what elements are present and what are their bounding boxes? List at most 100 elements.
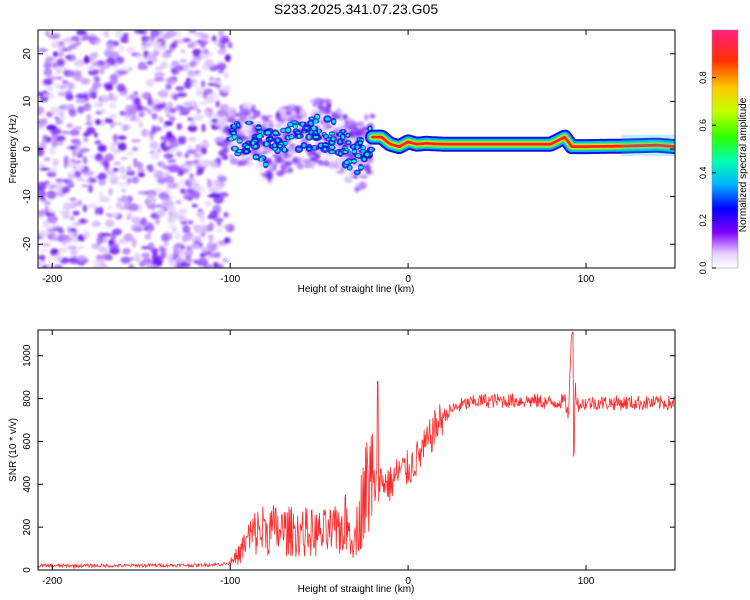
spectrogram-blob <box>131 216 141 224</box>
spectrogram-blob <box>90 53 98 59</box>
spectrogram-blob <box>312 102 318 107</box>
spectrogram-blob <box>165 82 172 91</box>
snr-y-tick-label: 0 <box>22 567 33 573</box>
spectrogram-y-axis: 20 10 0 -10 -20 <box>22 48 675 251</box>
spectrogram-blob <box>209 76 214 82</box>
spectrogram-blob <box>113 40 119 47</box>
spectrogram-blob <box>175 199 182 205</box>
spectrogram-blob <box>44 201 51 206</box>
spectrogram-blob <box>197 151 202 161</box>
spectrogram-blob <box>38 254 46 261</box>
spectrogram-blob <box>147 108 152 115</box>
spectrogram-blob-core <box>265 131 271 135</box>
spectrogram-blob <box>161 51 172 59</box>
spectrogram-blob <box>180 49 186 54</box>
spectrogram-blob <box>336 170 346 174</box>
spectrogram-blob <box>94 206 99 216</box>
spectrogram-blob <box>72 210 80 216</box>
spectrogram-blob-core <box>341 130 345 133</box>
spectrogram-blob <box>201 123 206 133</box>
spectrogram-blob <box>98 206 104 216</box>
spectrogram-blob <box>207 255 217 259</box>
spectrogram-blob <box>164 175 175 183</box>
spectrogram-blob-core <box>355 171 359 174</box>
spectrogram-blob <box>178 112 189 116</box>
spectrogram-blob <box>44 56 54 64</box>
spectrogram-blob <box>177 136 184 143</box>
spectrogram-blob <box>118 45 124 52</box>
spectrogram-blob <box>61 241 67 246</box>
spectrogram-blob <box>75 245 86 250</box>
spectrogram-blob <box>286 153 293 159</box>
spectrogram-blob <box>47 34 58 40</box>
spectrogram-blob <box>213 179 221 187</box>
spectrogram-blob <box>177 38 185 44</box>
spectrogram-x-tick-label: 0 <box>405 274 411 285</box>
spectrogram-blob-core <box>296 148 301 151</box>
colorbar-ticks: 0.0 0.2 0.4 0.6 0.8 <box>698 71 716 274</box>
spectrogram-blob <box>47 214 58 224</box>
spectrogram-blob <box>188 61 198 68</box>
spectrogram-blob <box>163 153 174 160</box>
colorbar-tick-label: 0.2 <box>698 214 708 227</box>
spectrogram-blob <box>112 133 118 143</box>
spectrogram-blob <box>82 204 88 213</box>
spectrogram-blob <box>93 132 98 138</box>
spectrogram-blob <box>42 264 48 268</box>
spectrogram-blob <box>57 91 69 97</box>
spectrogram-blob <box>47 92 54 99</box>
spectrogram-blob <box>75 98 86 104</box>
spectrogram-blob <box>149 131 154 141</box>
spectrogram-blob <box>107 205 113 210</box>
spectrogram-blob <box>90 40 96 45</box>
spectrogram-blob <box>168 205 176 212</box>
spectrogram-blob-core <box>305 127 309 130</box>
spectrogram-blob <box>285 117 294 122</box>
spectrogram-blob-core <box>256 134 262 139</box>
spectrogram-blob <box>222 258 229 263</box>
spectrogram-blob <box>192 186 203 192</box>
spectrogram-blob-core <box>231 131 236 135</box>
spectrogram-blob <box>323 159 330 167</box>
spectrogram-blob <box>155 218 160 225</box>
spectrogram-blob <box>369 113 376 119</box>
spectrogram-blob <box>196 235 202 244</box>
spectrogram-x-tick-label: -200 <box>42 274 62 285</box>
spectrogram-blob <box>331 164 339 169</box>
spectrogram-blob <box>214 251 221 259</box>
spectrogram-blob <box>92 264 104 268</box>
spectrogram-blob <box>192 48 202 56</box>
spectrogram-blob <box>193 159 199 164</box>
spectrogram-blob <box>196 210 205 218</box>
spectrogram-blob <box>355 182 363 189</box>
spectrogram-blob <box>326 103 332 108</box>
spectrogram-blob <box>82 230 90 239</box>
spectrogram-blob <box>137 64 149 71</box>
spectrogram-blob <box>257 146 266 152</box>
spectrogram-blob-core <box>362 157 366 161</box>
spectrogram-blob <box>175 151 183 158</box>
spectrogram-blob-core <box>244 150 249 153</box>
spectrogram-blob <box>192 103 199 111</box>
spectrogram-blob <box>120 175 128 179</box>
spectrogram-blob <box>102 253 112 261</box>
spectrogram-blob <box>65 93 74 101</box>
spectrogram-blob-core <box>310 131 313 134</box>
colorbar-tick-label: 0.8 <box>698 71 708 84</box>
spectrogram-blob <box>52 140 59 148</box>
spectrogram-blob-core <box>256 126 261 129</box>
spectrogram-blob <box>120 156 128 161</box>
spectrogram-blob <box>127 66 133 72</box>
spectrogram-blob <box>356 121 365 128</box>
spectrogram-blob-core <box>247 121 251 125</box>
spectrogram-blob <box>147 97 154 107</box>
spectrogram-blob-core <box>317 129 321 134</box>
spectrogram-blob <box>91 220 101 228</box>
spectrogram-blob <box>73 126 82 131</box>
spectrogram-blob <box>169 141 176 147</box>
spectrogram-blob-core <box>348 165 352 170</box>
spectrogram-blob <box>213 80 223 85</box>
spectrogram-blob <box>38 209 46 217</box>
spectrogram-blob <box>157 209 166 218</box>
spectrogram-blob <box>188 42 195 48</box>
